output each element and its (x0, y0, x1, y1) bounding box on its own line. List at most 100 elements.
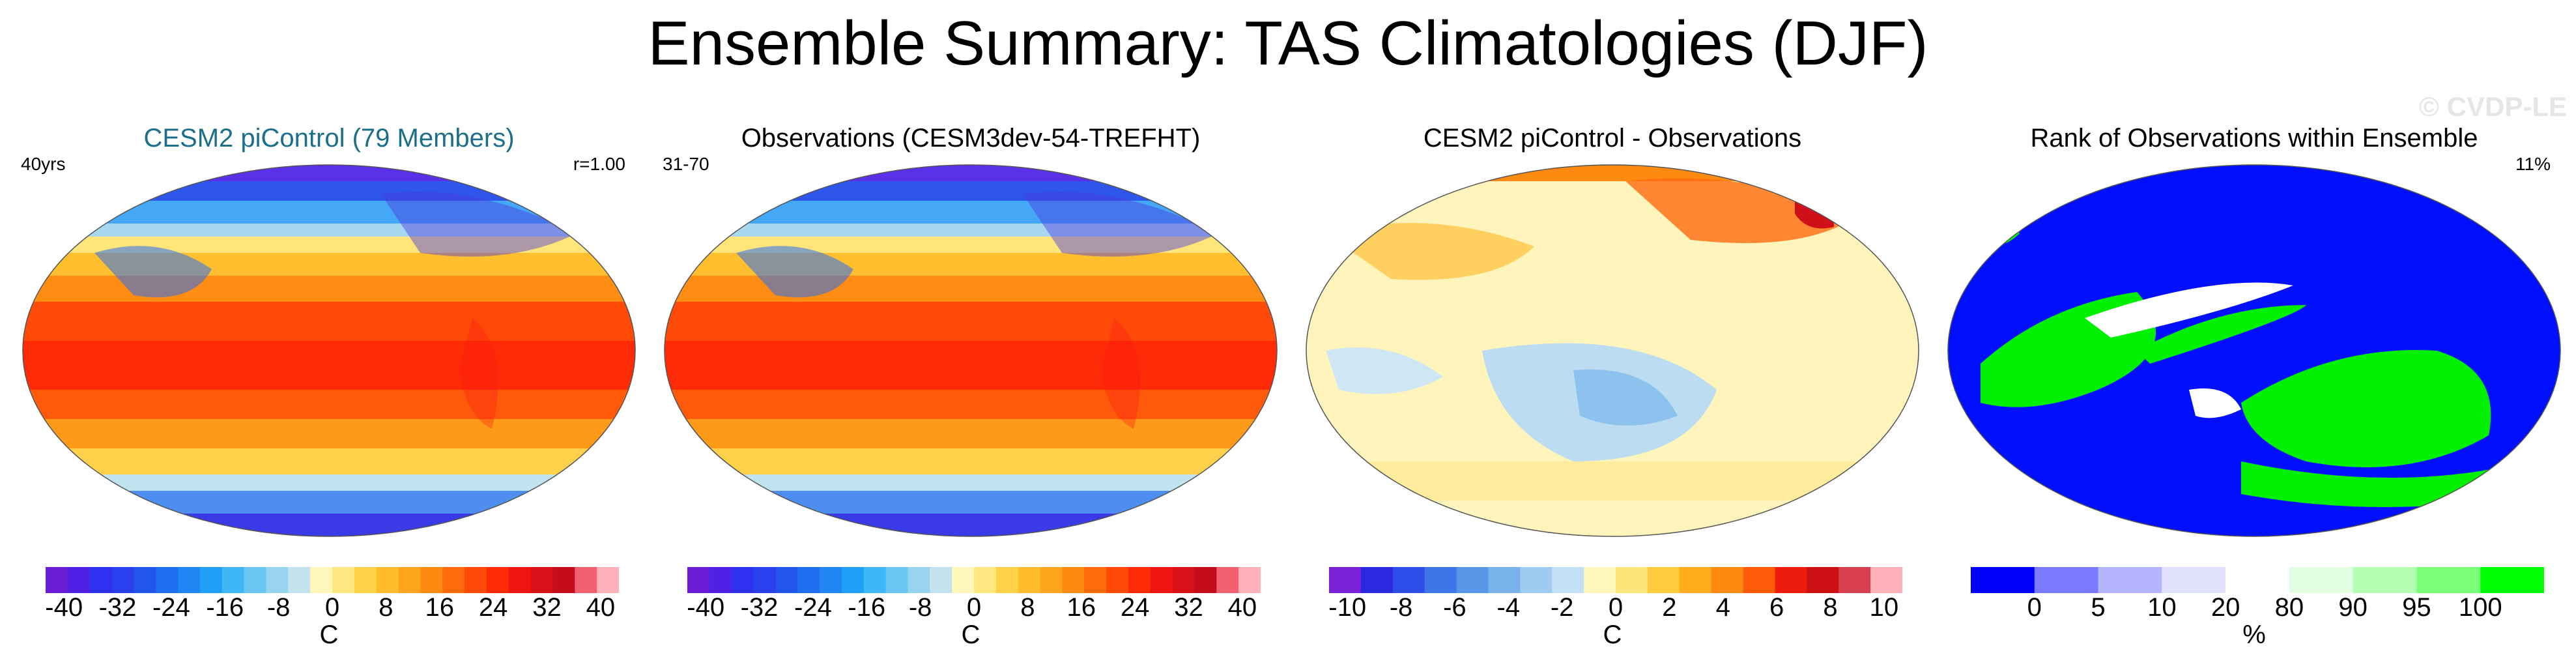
colorbar-swatch (731, 567, 754, 593)
colorbar-tick-label: -10 (1328, 593, 1367, 622)
colorbar-tick-label: -8 (908, 593, 932, 622)
colorbar-tick-label: -16 (206, 593, 244, 622)
colorbar-swatch (1775, 567, 1807, 593)
colorbar-tick-label: 4 (1715, 593, 1730, 622)
colorbar-swatch (1647, 567, 1680, 593)
colorbar-tick-label: -6 (1443, 593, 1467, 622)
map-border (1306, 164, 1919, 537)
colorbar-tick-label: 5 (2091, 593, 2106, 622)
colorbar-tick-label: 24 (1120, 593, 1150, 622)
colorbar-tick-label: 100 (2458, 593, 2502, 622)
map-band (665, 448, 1277, 474)
map-border (1947, 164, 2561, 537)
colorbar-swatch (1839, 567, 1871, 593)
panel-model: CESM2 piControl (79 Members) 40yrs r=1.0… (7, 117, 651, 670)
map-band (23, 165, 635, 181)
map-band (665, 390, 1277, 419)
map-band (23, 491, 635, 514)
colorbar-swatch (376, 567, 399, 593)
map-band (665, 419, 1277, 448)
colorbar-swatch (995, 567, 1019, 593)
map-feature (459, 318, 498, 429)
colorbar-tick-label: -24 (152, 593, 190, 622)
colorbar-unit: C (1603, 620, 1622, 649)
colorbar-swatch (1106, 567, 1129, 593)
map-band (23, 390, 635, 419)
colorbar-swatch (1238, 567, 1261, 593)
colorbar-tick-label: -40 (45, 593, 83, 622)
colorbar-tick-label: -32 (98, 593, 137, 622)
map-band (23, 276, 635, 302)
colorbar-tick-label: 0 (1608, 593, 1624, 622)
map-feature (381, 192, 577, 257)
colorbar-tick-label: -24 (794, 593, 832, 622)
colorbar-swatch (530, 567, 553, 593)
colorbar-tick-label: -16 (848, 593, 886, 622)
colorbar-swatch (1488, 567, 1521, 593)
colorbar-swatch (398, 567, 421, 593)
map-feature (2241, 350, 2491, 467)
map-band (23, 341, 635, 390)
colorbar-tick-label: 8 (379, 593, 394, 622)
colorbar-swatch (266, 567, 289, 593)
map-feature (94, 246, 212, 298)
colorbar-ticks: -40 -32 -24 -16 -8 0 8 16 24 32 40 (45, 593, 619, 626)
colorbar-swatch (841, 567, 865, 593)
colorbar-swatch (1018, 567, 1041, 593)
colorbar-swatch (1520, 567, 1553, 593)
colorbar-swatch (2289, 567, 2354, 593)
panel-difference: CESM2 piControl - Observations -10 -8 -6 -4… (1290, 117, 1935, 670)
colorbar-tick-label: 32 (1174, 593, 1203, 622)
colorbar-unit: % (2242, 620, 2266, 649)
colorbar-tick-label: 0 (966, 593, 982, 622)
colorbar-tick-label: 16 (1066, 593, 1096, 622)
colorbar-tick-label: 20 (2211, 593, 2240, 622)
colorbar-swatch (1084, 567, 1107, 593)
colorbar-swatch (885, 567, 908, 593)
map-band (665, 474, 1277, 491)
colorbar-swatch (687, 567, 710, 593)
colorbar-swatch (1743, 567, 1775, 593)
map-band (23, 514, 635, 536)
colorbar-tick-label: 0 (324, 593, 340, 622)
map-feature (1326, 347, 1443, 394)
colorbar (1329, 567, 1902, 593)
watermark: © CVDP-LE (2419, 91, 2567, 122)
colorbar-swatch (1424, 567, 1457, 593)
colorbar-swatch (709, 567, 732, 593)
map-feature (1101, 318, 1140, 429)
colorbar (687, 567, 1261, 593)
colorbar-tick-label: 40 (586, 593, 616, 622)
colorbar (1971, 567, 2544, 593)
colorbar-tick-label: 16 (425, 593, 454, 622)
colorbar-swatch (820, 567, 842, 593)
map-feature (1573, 369, 1678, 426)
colorbar-unit: C (961, 620, 980, 649)
colorbar-swatch (420, 567, 443, 593)
map-feature (736, 246, 853, 298)
colorbar-tick-label: 8 (1020, 593, 1035, 622)
colorbar-tick-label: 90 (2338, 593, 2368, 622)
colorbar-tick-label: -40 (687, 593, 725, 622)
colorbar-swatch (486, 567, 509, 593)
map-band (665, 181, 1277, 201)
colorbar-tick-label: 10 (2147, 593, 2177, 622)
colorbar-tick-label: -4 (1496, 593, 1521, 622)
map-band (23, 224, 635, 237)
colorbar-tick-label: 32 (532, 593, 562, 622)
colorbar-swatch (89, 567, 113, 593)
map-band (665, 514, 1277, 536)
figure-title: Ensemble Summary: TAS Climatologies (DJF… (648, 8, 1928, 78)
colorbar-swatch (1711, 567, 1744, 593)
colorbar-swatch (465, 567, 487, 593)
colorbar-swatch (1616, 567, 1648, 593)
difference-map (1306, 164, 1919, 537)
colorbar-tick-label: 0 (2027, 593, 2042, 622)
colorbar-swatch (1456, 567, 1489, 593)
map-feature (1023, 192, 1218, 257)
colorbar-ticks: 0 5 10 20 80 90 95 100 (1971, 593, 2544, 626)
map-border (22, 164, 636, 537)
colorbar-swatch (1552, 567, 1584, 593)
colorbar-swatch (1679, 567, 1712, 593)
panel-observations: Observations (CESM3dev-54-TREFHT) 31-70 … (648, 117, 1293, 670)
